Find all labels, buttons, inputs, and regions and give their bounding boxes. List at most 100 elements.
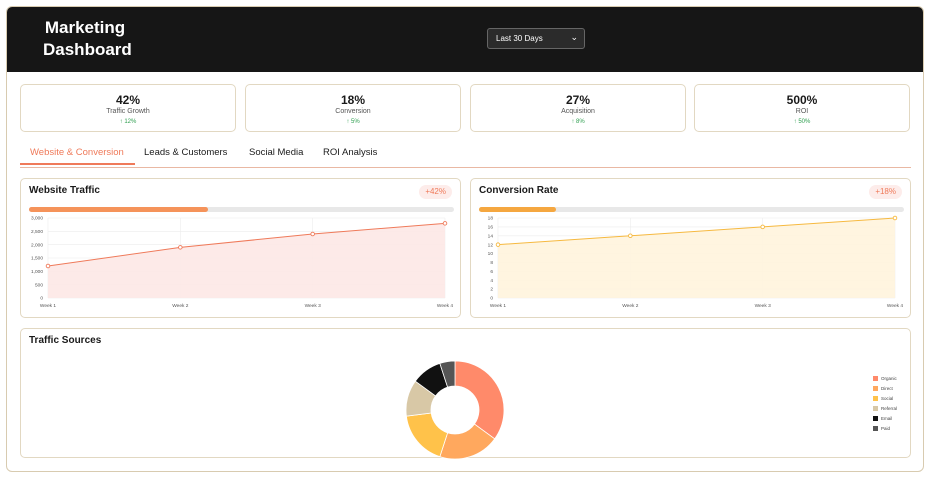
y-tick-label: 3,000: [31, 216, 43, 222]
y-tick-label: 2,500: [31, 229, 43, 235]
conversion-rate-chart: 0 2 4 6 8 10 12 14 16 18 Week 1 Week 2 Week 3 Week 4: [488, 215, 904, 309]
kpi-change: ↑ 12%: [119, 119, 137, 125]
kpi-change: ↑ 8%: [571, 119, 585, 125]
tab-social-media[interactable]: Social Media: [249, 147, 304, 158]
y-tick-label: 1,000: [31, 269, 43, 275]
y-tick-label: 6: [490, 269, 493, 275]
date-range-select[interactable]: Last 30 Days ⌄: [487, 28, 585, 49]
data-point: [892, 215, 898, 221]
pie-slice-social: [405, 412, 449, 458]
legend-item-email[interactable]: Email: [873, 413, 897, 423]
data-point: [178, 245, 183, 250]
y-tick-label: 2,000: [31, 242, 43, 248]
growth-badge: +18%: [869, 185, 902, 199]
active-tab-indicator: [20, 163, 135, 165]
x-tick-label: Week 2: [172, 303, 189, 309]
series-line: [47, 222, 446, 267]
x-tick-label: Week 1: [40, 303, 57, 309]
y-tick-label: 14: [488, 233, 494, 239]
x-tick-label: Week 4: [887, 303, 904, 309]
kpi-value: 27%: [565, 93, 591, 107]
y-tick-label: 0: [490, 296, 493, 302]
card-title: Website Traffic: [29, 185, 100, 196]
x-tick-label: Week 1: [490, 303, 507, 309]
kpi-change: ↑ 5%: [346, 119, 360, 125]
series-line: [497, 217, 896, 246]
legend-item-referral[interactable]: Referral: [873, 403, 897, 413]
traffic-sources-card: Traffic Sources Organic Direct Social Refer…: [20, 328, 911, 459]
chevron-down-icon: ⌄: [570, 32, 578, 42]
legend-swatch: [873, 405, 878, 411]
legend-swatch: [873, 385, 878, 391]
tab-roi-analysis[interactable]: ROI Analysis: [323, 147, 378, 158]
x-tick-label: Week 4: [437, 303, 454, 309]
pie-slice-paid: [439, 360, 456, 388]
kpi-card-conversion: 18% Conversion ↑ 5%: [245, 84, 461, 132]
series-area: [498, 218, 895, 298]
legend-label: Social: [881, 395, 894, 401]
card-title: Traffic Sources: [29, 335, 102, 346]
legend-label: Referral: [881, 405, 898, 411]
traffic-progress-track: [29, 207, 454, 212]
kpi-value: 42%: [115, 93, 141, 107]
y-tick-label: 18: [488, 216, 494, 222]
x-tick-label: Week 3: [755, 303, 772, 309]
header: Marketing Dashboard Last 30 Days ⌄: [7, 7, 923, 72]
legend-swatch: [873, 425, 878, 431]
growth-badge: +42%: [419, 185, 452, 199]
y-tick-label: 10: [488, 251, 494, 257]
legend-label: Paid: [881, 425, 891, 431]
kpi-card-acquisition: 27% Acquisition ↑ 8%: [470, 84, 686, 132]
data-point: [45, 263, 51, 269]
legend-swatch: [873, 415, 878, 421]
pie-slice-organic: [454, 360, 505, 440]
kpi-label: Traffic Growth: [106, 108, 150, 115]
kpi-card-roi: 500% ROI ↑ 50%: [694, 84, 910, 132]
traffic-progress-fill: [29, 207, 208, 212]
kpi-card-traffic-growth: 42% Traffic Growth ↑ 12%: [20, 84, 236, 132]
y-tick-label: 1,500: [31, 256, 43, 262]
conversion-progress-fill: [479, 207, 556, 212]
data-point: [628, 233, 633, 239]
traffic-sources-donut: [405, 360, 505, 459]
kpi-label: Acquisition: [561, 108, 595, 115]
legend-item-organic[interactable]: Organic: [873, 373, 897, 383]
data-point: [310, 231, 315, 237]
kpi-change: ↑ 50%: [793, 119, 811, 125]
legend-label: Organic: [881, 375, 897, 381]
legend-label: Direct: [881, 385, 893, 391]
y-tick-label: 12: [488, 242, 494, 248]
tab-leads-customers[interactable]: Leads & Customers: [144, 147, 228, 158]
series-area: [48, 223, 445, 298]
website-traffic-chart: 0 500 1,000 1,500 2,000 2,500 3,000 Week 1 Week …: [31, 216, 454, 309]
kpi-value: 500%: [786, 93, 818, 107]
kpi-label: Conversion: [335, 108, 371, 115]
kpi-value: 18%: [340, 93, 366, 107]
legend-item-direct[interactable]: Direct: [873, 383, 897, 393]
legend-item-social[interactable]: Social: [873, 393, 897, 403]
page-title: Marketing Dashboard: [43, 18, 132, 59]
y-tick-label: 2: [490, 287, 493, 293]
y-tick-label: 8: [490, 260, 493, 266]
y-tick-label: 16: [488, 224, 494, 230]
tab-bar: Website & Conversion Leads & Customers S…: [20, 144, 911, 168]
x-tick-label: Week 3: [305, 303, 322, 309]
card-title: Conversion Rate: [479, 185, 559, 196]
y-tick-label: 0: [40, 296, 43, 302]
tab-website-conversion[interactable]: Website & Conversion: [30, 147, 124, 158]
data-point: [442, 221, 448, 226]
conversion-rate-card: Conversion Rate +18% 0 2 4 6 8 10 12 14 16 18 Week…: [470, 178, 911, 318]
kpi-label: ROI: [795, 108, 809, 115]
traffic-sources-legend: Organic Direct Social Referral Email Paid: [873, 373, 897, 433]
legend-item-paid[interactable]: Paid: [873, 423, 897, 433]
dashboard-frame: Marketing Dashboard Last 30 Days ⌄ 42% T…: [6, 6, 924, 472]
conversion-progress-track: [479, 207, 904, 212]
legend-swatch: [873, 375, 878, 381]
y-tick-label: 4: [490, 278, 493, 284]
website-traffic-card: Website Traffic +42% 0 500 1,000 1,500 2,000…: [20, 178, 461, 318]
legend-label: Email: [881, 415, 893, 421]
date-range-value: Last 30 Days: [496, 34, 543, 43]
legend-swatch: [873, 395, 878, 401]
data-point: [760, 224, 765, 230]
x-tick-label: Week 2: [622, 303, 639, 309]
